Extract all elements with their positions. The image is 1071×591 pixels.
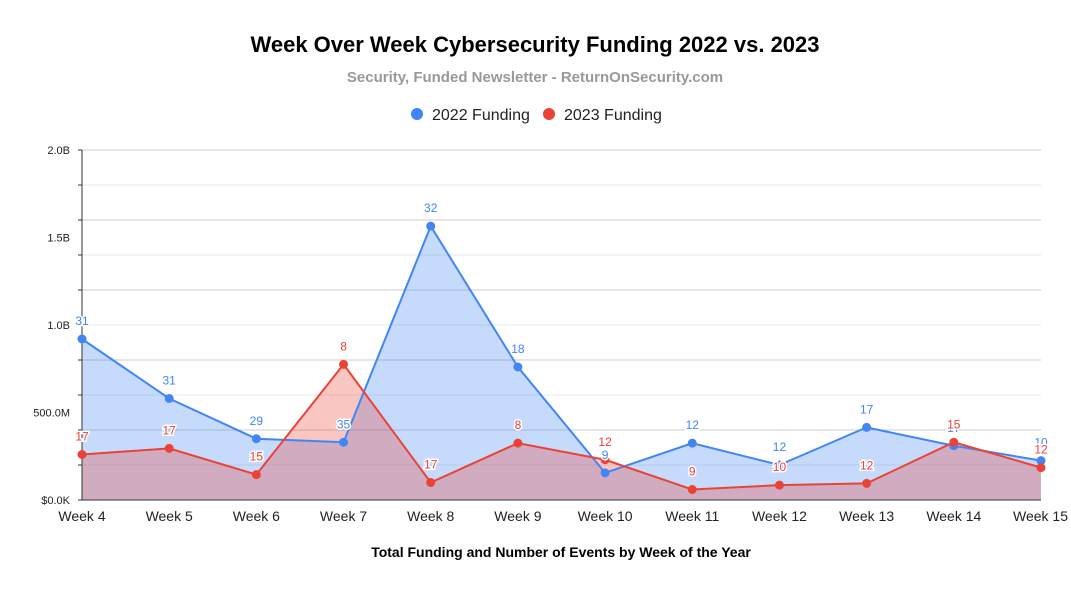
data-label: 17 bbox=[424, 458, 438, 472]
data-point bbox=[600, 468, 610, 478]
data-point bbox=[687, 485, 697, 494]
data-point bbox=[862, 422, 872, 432]
data-point bbox=[339, 359, 349, 369]
y-tick-label: 1.5B bbox=[47, 233, 70, 245]
x-tick-label: Week 12 bbox=[752, 508, 807, 524]
series-area bbox=[82, 226, 1041, 500]
series-line bbox=[81, 223, 1042, 475]
data-label: 12 bbox=[860, 458, 874, 472]
data-label: 12 bbox=[1034, 443, 1048, 457]
data-point bbox=[687, 438, 697, 448]
data-label: 12 bbox=[773, 440, 787, 454]
x-tick-label: Week 8 bbox=[407, 508, 454, 524]
legend-label: 2022 Funding bbox=[432, 107, 530, 124]
x-tick-label: Week 15 bbox=[1013, 508, 1068, 524]
chart-subtitle: Security, Funded Newsletter - ReturnOnSe… bbox=[347, 69, 723, 86]
data-label: 17 bbox=[947, 421, 961, 435]
chart-title: Week Over Week Cybersecurity Funding 202… bbox=[250, 32, 819, 57]
data-point bbox=[774, 460, 784, 470]
data-label: 17 bbox=[860, 402, 874, 416]
data-label: 8 bbox=[515, 418, 522, 432]
series-area bbox=[82, 364, 1041, 500]
legend-label: 2023 Funding bbox=[564, 107, 662, 124]
data-label: 15 bbox=[947, 417, 961, 431]
data-label: 12 bbox=[686, 418, 700, 432]
y-tick-label: 500.0M bbox=[33, 408, 70, 420]
data-point bbox=[600, 455, 610, 465]
data-label: 31 bbox=[163, 374, 177, 388]
series-areas bbox=[82, 226, 1041, 500]
x-axis-ticks: Week 4 Week 5 Week 6 Week 7 Week 8 Week 9 Week… bbox=[58, 508, 1068, 524]
data-label: 29 bbox=[250, 414, 264, 428]
x-axis-label: Total Funding and Number of Events by We… bbox=[371, 544, 751, 560]
y-tick-label: 1.0B bbox=[47, 320, 70, 332]
legend-marker bbox=[411, 108, 423, 120]
x-tick-label: Week 11 bbox=[665, 508, 719, 524]
data-point bbox=[164, 443, 174, 453]
data-point bbox=[164, 394, 174, 403]
data-point bbox=[774, 480, 784, 490]
series-points bbox=[77, 221, 1046, 494]
x-tick-label: Week 5 bbox=[146, 508, 193, 524]
x-tick-label: Week 6 bbox=[233, 508, 280, 524]
x-tick-label: Week 10 bbox=[578, 508, 633, 524]
data-label: 17 bbox=[163, 423, 177, 437]
data-label: 18 bbox=[511, 342, 525, 356]
data-point bbox=[251, 470, 261, 480]
x-tick-label: Week 13 bbox=[839, 508, 894, 524]
grid-lines bbox=[82, 149, 1041, 466]
data-label: 31 bbox=[75, 314, 89, 328]
x-tick-label: Week 14 bbox=[926, 508, 981, 524]
y-tick-label: $0.0K bbox=[41, 495, 70, 507]
data-point bbox=[77, 334, 87, 344]
data-point bbox=[426, 478, 436, 487]
axes bbox=[78, 149, 1041, 501]
data-point bbox=[1036, 463, 1046, 473]
data-point bbox=[77, 450, 87, 459]
data-label: 10 bbox=[1034, 436, 1048, 450]
data-label: 9 bbox=[689, 465, 696, 479]
data-point bbox=[251, 434, 261, 444]
data-point bbox=[339, 437, 349, 447]
data-label: 17 bbox=[75, 430, 89, 444]
data-label: 12 bbox=[598, 435, 612, 449]
x-tick-label: Week 7 bbox=[320, 508, 367, 524]
series-line bbox=[81, 362, 1042, 491]
y-tick-label: 2.0B bbox=[47, 145, 70, 157]
data-point bbox=[862, 478, 872, 488]
data-point bbox=[513, 362, 523, 372]
data-label: 8 bbox=[340, 339, 347, 353]
data-label: 32 bbox=[424, 201, 438, 215]
legend: 2022 Funding 2023 Funding bbox=[411, 107, 662, 124]
x-tick-label: Week 4 bbox=[58, 508, 105, 524]
x-tick-label: Week 9 bbox=[494, 508, 541, 524]
data-label: 15 bbox=[250, 450, 264, 464]
legend-marker bbox=[543, 108, 555, 120]
data-label: 35 bbox=[337, 417, 351, 431]
data-point bbox=[426, 221, 436, 231]
data-point bbox=[1036, 456, 1046, 466]
y-axis-ticks: $0.0K 500.0M 1.0B 1.5B 2.0B bbox=[33, 145, 70, 507]
data-label: 10 bbox=[773, 460, 787, 474]
series-lines bbox=[81, 223, 1042, 491]
data-point bbox=[949, 437, 959, 447]
data-label: 9 bbox=[602, 448, 609, 462]
data-point bbox=[513, 438, 523, 448]
